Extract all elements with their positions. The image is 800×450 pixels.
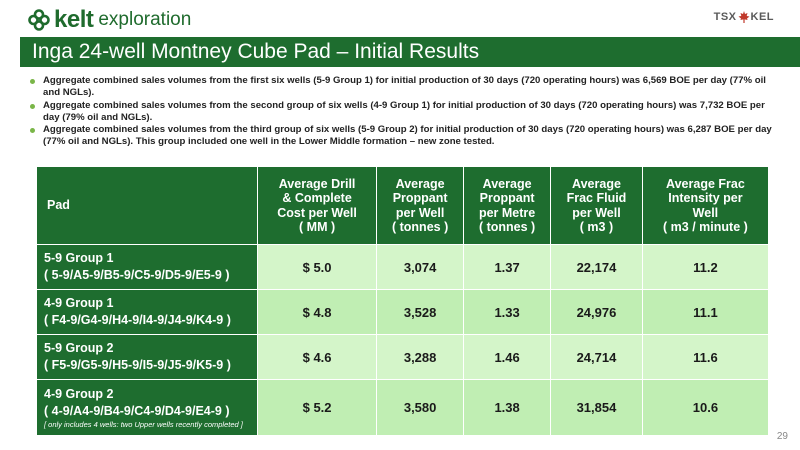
- exchange-right-text: KEL: [750, 11, 774, 23]
- table-row: 5-9 Group 2 ( F5-9/G5-9/H5-9/I5-9/J5-9/K…: [37, 335, 769, 380]
- bullet-item: Aggregate combined sales volumes from th…: [30, 124, 780, 149]
- column-header-proppant-well: Average Proppant per Well( tonnes ): [377, 167, 465, 245]
- pad-wells: ( 5-9/A5-9/B5-9/C5-9/D5-9/E5-9 ): [44, 268, 230, 282]
- pad-cell: 4-9 Group 1 ( F4-9/G4-9/H4-9/I4-9/J4-9/K…: [37, 290, 258, 335]
- pad-wells: ( 4-9/A4-9/B4-9/C4-9/D4-9/E4-9 ): [44, 403, 230, 418]
- pad-note: [ only includes 4 wells: two Upper wells…: [44, 419, 243, 429]
- column-header-frac-fluid: Average Frac Fluid per Well( m3 ): [551, 167, 643, 245]
- pad-name: 5-9 Group 1: [44, 251, 114, 265]
- frac-fluid-cell: 31,854: [551, 380, 643, 436]
- exchange-left-text: TSX: [713, 11, 737, 23]
- pad-cell: 5-9 Group 2 ( F5-9/G5-9/H5-9/I5-9/J5-9/K…: [37, 335, 258, 380]
- proppant-metre-cell: 1.46: [464, 335, 552, 380]
- column-header-frac-intensity: Average Frac Intensity per Well( m3 / minu…: [642, 167, 769, 245]
- page-title: Inga 24-well Montney Cube Pad – Initial …: [32, 40, 480, 63]
- cost-cell: $ 4.6: [258, 335, 378, 380]
- company-logo: kelt exploration: [28, 6, 192, 33]
- pad-name: 4-9 Group 1: [44, 296, 114, 310]
- maple-leaf-icon: [738, 11, 749, 23]
- table-header-row: Pad Average Drill & Complete Cost per Well…: [37, 167, 769, 245]
- proppant-metre-cell: 1.33: [464, 290, 552, 335]
- title-bar: Inga 24-well Montney Cube Pad – Initial …: [20, 37, 800, 67]
- logo-text: kelt: [54, 6, 94, 33]
- page-number: 29: [776, 431, 788, 442]
- pad-name: 5-9 Group 2: [44, 341, 114, 355]
- exchange-ticker: TSX KEL: [714, 11, 774, 23]
- results-table: Pad Average Drill & Complete Cost per Well…: [37, 167, 769, 436]
- pad-cell: 4-9 Group 2 ( 4-9/A4-9/B4-9/C4-9/D4-9/E4…: [37, 380, 258, 436]
- proppant-well-cell: 3,288: [377, 335, 465, 380]
- frac-fluid-cell: 24,714: [551, 335, 643, 380]
- proppant-metre-cell: 1.38: [464, 380, 552, 436]
- frac-intensity-cell: 11.2: [642, 245, 769, 290]
- frac-intensity-cell: 11.1: [642, 290, 769, 335]
- celtic-knot-icon: [28, 9, 50, 31]
- pad-wells: ( F4-9/G4-9/H4-9/I4-9/J4-9/K4-9 ): [44, 313, 231, 327]
- column-header-cost: Average Drill & Complete Cost per Well( MM…: [258, 167, 378, 245]
- proppant-well-cell: 3,580: [377, 380, 465, 436]
- pad-wells: ( F5-9/G5-9/H5-9/I5-9/J5-9/K5-9 ): [44, 358, 231, 372]
- column-header-pad: Pad: [37, 167, 258, 245]
- bullet-item: Aggregate combined sales volumes from th…: [30, 75, 780, 100]
- table-row: 5-9 Group 1 ( 5-9/A5-9/B5-9/C5-9/D5-9/E5…: [37, 245, 769, 290]
- proppant-metre-cell: 1.37: [464, 245, 552, 290]
- bullet-list: Aggregate combined sales volumes from th…: [30, 75, 780, 149]
- frac-fluid-cell: 24,976: [551, 290, 643, 335]
- table-row: 4-9 Group 2 ( 4-9/A4-9/B4-9/C4-9/D4-9/E4…: [37, 380, 769, 436]
- frac-intensity-cell: 10.6: [642, 380, 769, 436]
- pad-cell: 5-9 Group 1 ( 5-9/A5-9/B5-9/C5-9/D5-9/E5…: [37, 245, 258, 290]
- cost-cell: $ 4.8: [258, 290, 378, 335]
- frac-intensity-cell: 11.6: [642, 335, 769, 380]
- cost-cell: $ 5.2: [258, 380, 378, 436]
- column-header-proppant-metre: Average Proppant per Metre( tonnes ): [464, 167, 552, 245]
- proppant-well-cell: 3,528: [377, 290, 465, 335]
- cost-cell: $ 5.0: [258, 245, 378, 290]
- table-row: 4-9 Group 1 ( F4-9/G4-9/H4-9/I4-9/J4-9/K…: [37, 290, 769, 335]
- proppant-well-cell: 3,074: [377, 245, 465, 290]
- pad-name: 4-9 Group 2: [44, 386, 114, 401]
- frac-fluid-cell: 22,174: [551, 245, 643, 290]
- logo-subtext: exploration: [98, 9, 192, 30]
- bullet-item: Aggregate combined sales volumes from th…: [30, 100, 780, 125]
